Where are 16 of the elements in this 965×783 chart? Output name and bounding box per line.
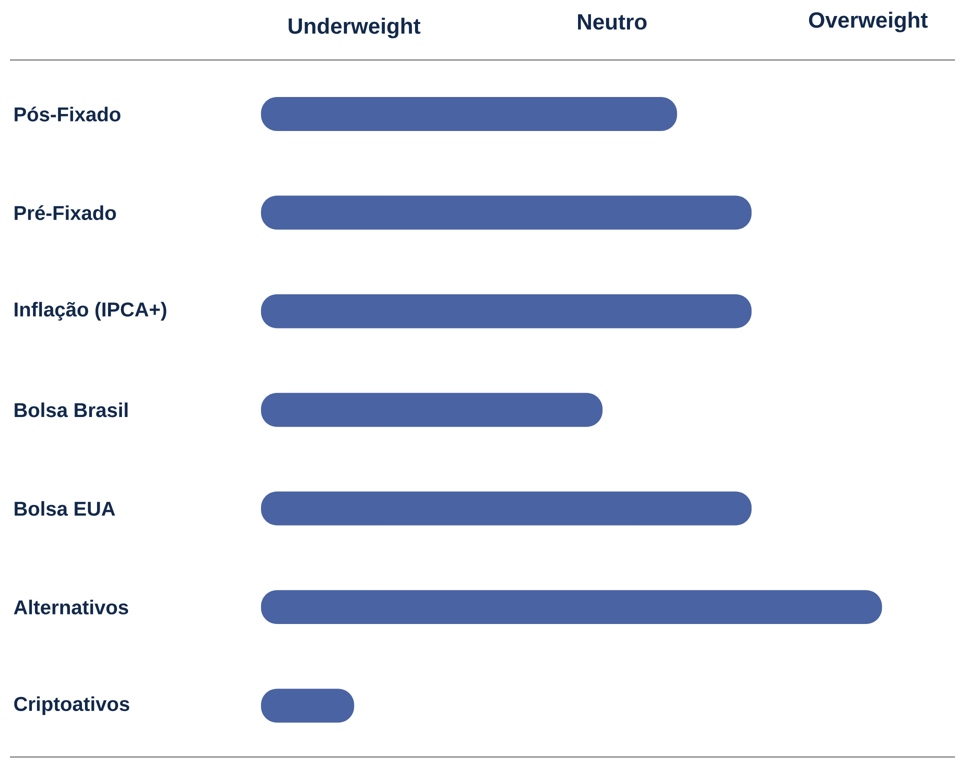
y-tick-label: Criptoativos [14, 696, 130, 716]
y-tick-label: Pré-Fixado [14, 205, 116, 220]
bar [261, 492, 752, 526]
text: Neutro [578, 14, 647, 30]
y-tick-label: Alternativos [14, 600, 128, 614]
bar [261, 196, 752, 230]
y-tick-label: Inflação (IPCA+) [14, 302, 166, 321]
y-tick-label: Bolsa EUA [14, 501, 116, 516]
bar [261, 97, 678, 131]
text: Underweight [288, 18, 420, 38]
text: Overweight [809, 12, 928, 32]
bar [261, 590, 882, 624]
bar [261, 294, 752, 328]
y-tick-label: Bolsa Brasil [14, 402, 128, 418]
bar [261, 392, 603, 427]
y-tick-label: Pós-Fixado [14, 106, 120, 122]
